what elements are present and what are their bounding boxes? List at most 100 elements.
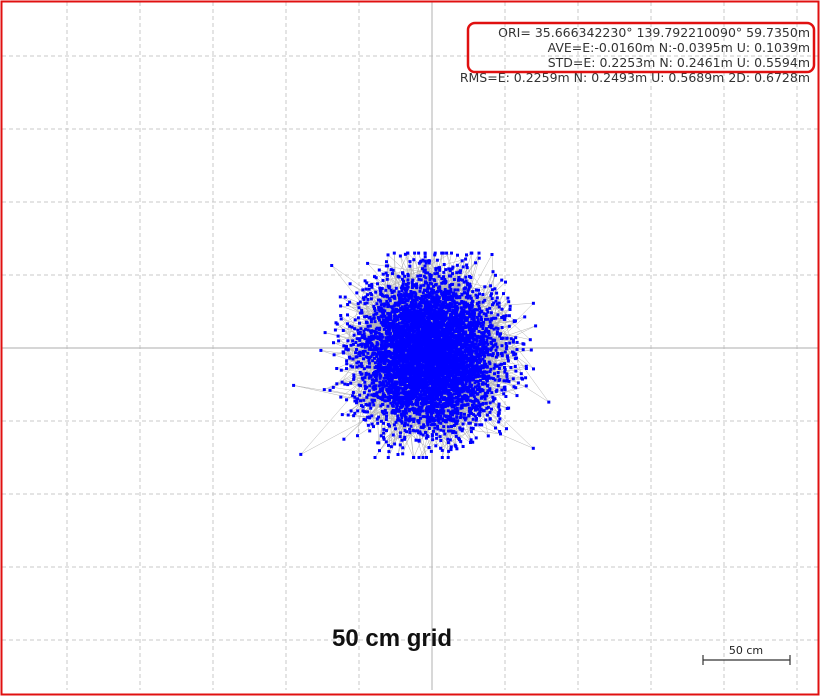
data-point bbox=[366, 351, 370, 355]
data-point bbox=[481, 327, 485, 330]
data-point bbox=[401, 410, 405, 414]
data-point bbox=[373, 361, 377, 365]
data-point bbox=[372, 425, 375, 429]
data-point bbox=[339, 304, 343, 308]
data-point bbox=[379, 306, 383, 310]
data-point bbox=[506, 359, 510, 363]
data-point bbox=[419, 385, 423, 389]
data-point bbox=[346, 313, 349, 317]
data-point bbox=[332, 353, 336, 357]
data-point bbox=[476, 355, 480, 358]
data-point bbox=[367, 335, 371, 339]
data-point bbox=[319, 348, 323, 352]
data-point bbox=[455, 330, 459, 333]
data-point bbox=[356, 409, 360, 413]
data-point bbox=[470, 353, 474, 357]
data-point bbox=[387, 359, 391, 363]
data-point bbox=[404, 407, 408, 411]
data-point bbox=[502, 317, 506, 321]
data-point bbox=[437, 296, 441, 300]
data-point bbox=[477, 404, 481, 408]
data-point bbox=[476, 365, 480, 369]
data-point bbox=[485, 364, 489, 368]
data-point bbox=[417, 438, 421, 442]
data-point bbox=[453, 403, 457, 407]
data-point bbox=[432, 284, 435, 288]
data-point bbox=[477, 304, 481, 308]
data-point bbox=[361, 409, 365, 413]
data-point bbox=[433, 422, 437, 426]
data-point bbox=[369, 317, 373, 321]
data-point bbox=[413, 336, 417, 340]
data-point bbox=[407, 368, 411, 372]
data-point bbox=[473, 375, 477, 379]
data-point bbox=[495, 296, 499, 300]
data-point bbox=[442, 384, 446, 387]
data-point bbox=[431, 291, 435, 295]
data-point bbox=[473, 358, 477, 362]
data-point bbox=[384, 373, 387, 377]
data-point bbox=[504, 342, 508, 345]
data-point bbox=[412, 350, 416, 354]
data-point bbox=[450, 339, 454, 343]
data-point bbox=[424, 436, 428, 440]
data-point bbox=[514, 369, 518, 373]
data-point bbox=[407, 390, 411, 394]
data-point bbox=[479, 339, 483, 343]
data-point bbox=[374, 276, 378, 280]
data-point bbox=[378, 338, 382, 342]
data-point bbox=[387, 450, 391, 454]
data-point bbox=[466, 296, 470, 300]
data-point bbox=[458, 342, 462, 346]
data-point bbox=[405, 303, 409, 307]
data-point bbox=[389, 336, 393, 340]
data-point bbox=[403, 380, 407, 384]
data-point bbox=[353, 411, 357, 415]
data-point bbox=[417, 277, 421, 281]
data-point bbox=[406, 364, 410, 368]
data-point bbox=[415, 334, 419, 338]
data-point bbox=[440, 302, 444, 306]
data-point bbox=[384, 440, 388, 444]
data-point bbox=[484, 418, 488, 422]
data-point bbox=[388, 354, 392, 358]
data-point bbox=[534, 324, 538, 328]
data-point bbox=[424, 430, 428, 434]
data-point bbox=[460, 300, 464, 303]
data-point bbox=[454, 362, 458, 366]
data-point bbox=[429, 365, 433, 369]
data-point bbox=[390, 403, 394, 407]
data-point bbox=[446, 417, 450, 421]
data-point bbox=[392, 423, 396, 427]
data-point bbox=[379, 381, 383, 385]
data-point bbox=[364, 320, 368, 324]
data-point bbox=[424, 289, 428, 292]
data-point bbox=[447, 353, 451, 357]
data-point bbox=[383, 409, 387, 412]
data-point bbox=[387, 342, 391, 346]
data-point bbox=[392, 374, 395, 378]
data-point bbox=[455, 415, 459, 419]
data-point bbox=[497, 305, 501, 309]
data-point bbox=[363, 335, 367, 339]
data-point bbox=[382, 319, 386, 323]
data-point bbox=[383, 369, 386, 373]
data-point bbox=[431, 373, 435, 377]
data-point bbox=[421, 387, 425, 391]
data-point bbox=[350, 325, 354, 329]
data-point bbox=[396, 325, 400, 328]
data-point bbox=[414, 438, 418, 442]
data-point bbox=[456, 377, 460, 380]
data-point bbox=[487, 360, 491, 364]
data-point bbox=[382, 313, 386, 317]
data-point bbox=[435, 302, 439, 306]
data-point bbox=[413, 317, 417, 321]
data-point bbox=[487, 374, 491, 378]
data-point bbox=[475, 348, 479, 352]
data-point bbox=[399, 419, 403, 423]
data-point bbox=[383, 302, 387, 306]
data-point bbox=[419, 375, 423, 379]
data-point bbox=[390, 381, 394, 384]
data-point bbox=[386, 311, 390, 315]
